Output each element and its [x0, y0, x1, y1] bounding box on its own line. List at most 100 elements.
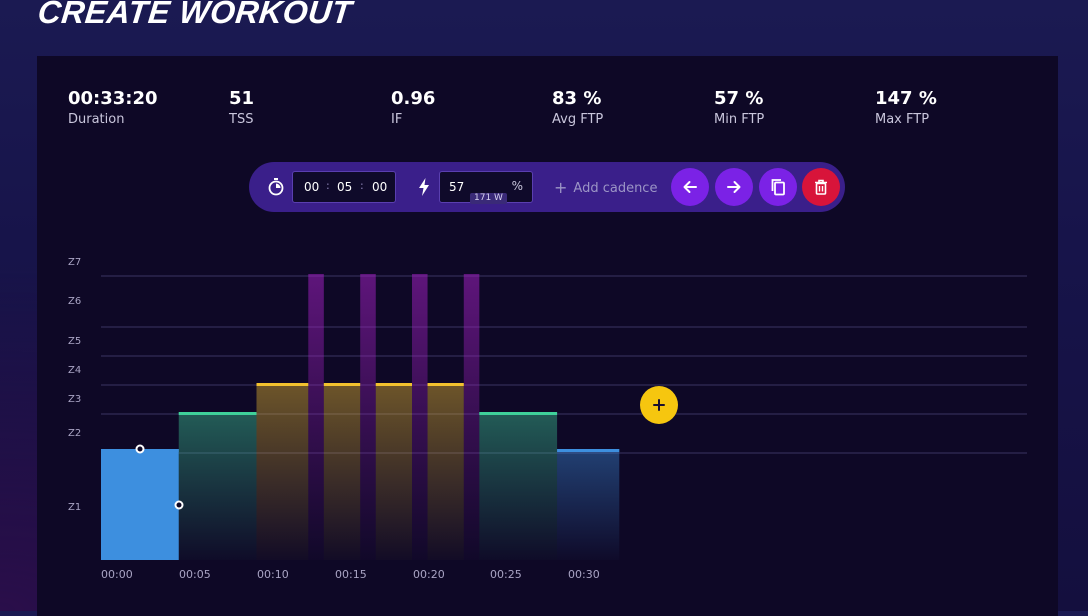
block-fill	[464, 274, 480, 560]
block-gradient	[427, 383, 464, 560]
time-label: 00:00	[101, 568, 133, 581]
drag-handle[interactable]	[174, 500, 184, 510]
stat-label: IF	[391, 112, 403, 127]
page-title: CREATE WORKOUT	[36, 0, 354, 30]
workout-block-8[interactable]	[412, 274, 428, 560]
stat-label: Max FTP	[875, 112, 930, 127]
time-label: 00:10	[257, 568, 289, 581]
block-gradient	[375, 383, 412, 560]
block-fill	[101, 449, 179, 560]
stat-value: 0.96	[391, 88, 436, 109]
block-gradient	[412, 274, 428, 560]
workout-block-11[interactable]	[479, 412, 558, 560]
workout-block-12[interactable]	[557, 449, 620, 560]
drag-handle[interactable]	[135, 444, 145, 454]
lightning-icon	[414, 177, 434, 197]
zone-label-z3: Z3	[68, 394, 82, 405]
stat-avg-ftp: 83 % Avg FTP	[552, 88, 603, 129]
workout-block-7[interactable]	[375, 383, 412, 560]
stat-label: TSS	[229, 112, 254, 127]
workout-block-3[interactable]	[256, 383, 309, 560]
copy-icon	[771, 179, 785, 196]
workout-block-4[interactable]	[308, 274, 324, 560]
workout-block-5[interactable]	[323, 383, 361, 560]
trash-icon	[815, 179, 827, 195]
duration-hours[interactable]: 00	[304, 180, 320, 194]
workout-block-2[interactable]	[178, 412, 257, 560]
workout-block-6[interactable]	[360, 274, 376, 560]
block-fill	[179, 412, 257, 560]
copy-block-button[interactable]	[759, 168, 797, 206]
block-fill	[308, 274, 324, 560]
block-gradient	[360, 274, 376, 560]
block-gradient	[463, 274, 480, 560]
next-block-button[interactable]	[715, 168, 753, 206]
workout-block-10[interactable]	[463, 274, 480, 560]
workout-block-9[interactable]	[427, 383, 464, 560]
power-value[interactable]: 57	[449, 180, 465, 194]
plus-icon: +	[554, 178, 568, 197]
duration-seconds[interactable]: 00	[372, 180, 388, 194]
time-label: 00:30	[568, 568, 600, 581]
stat-label: Avg FTP	[552, 112, 604, 127]
stat-value: 147 %	[875, 88, 937, 109]
duration-minutes[interactable]: 05	[337, 180, 353, 194]
workout-blocks	[101, 274, 1027, 560]
add-block-button[interactable]	[640, 386, 678, 424]
zone-label-z2: Z2	[68, 428, 82, 439]
zone-label-z1: Z1	[68, 502, 82, 513]
add-cadence-label: Add cadence	[573, 181, 658, 196]
block-top-edge	[256, 383, 309, 386]
plus-icon	[653, 399, 665, 411]
selected-block-handles	[135, 444, 184, 510]
stat-duration: 00:33:20 Duration	[68, 88, 158, 129]
block-toolbar: 00 : 05 : 00 57 % 171 W + Add cadence	[249, 162, 845, 212]
time-label: 00:15	[335, 568, 367, 581]
stat-max-ftp: 147 % Max FTP	[875, 88, 937, 129]
zone-label-z5: Z5	[68, 336, 82, 347]
block-fill	[479, 412, 557, 560]
arrow-right-icon	[727, 181, 741, 193]
block-fill	[360, 274, 376, 560]
previous-block-button[interactable]	[671, 168, 709, 206]
block-gradient	[308, 274, 324, 560]
stat-value: 51	[229, 88, 255, 109]
duration-input[interactable]: 00 : 05 : 00	[292, 171, 396, 203]
block-top-edge	[375, 383, 412, 386]
block-gradient	[557, 449, 620, 560]
workout-block-1[interactable]	[101, 449, 179, 560]
block-gradient	[323, 383, 361, 560]
time-label: 00:25	[490, 568, 522, 581]
stat-tss: 51 TSS	[229, 88, 254, 129]
duration-separator: :	[360, 179, 364, 192]
power-unit: %	[511, 179, 523, 193]
stat-label: Min FTP	[714, 112, 765, 127]
block-gradient	[479, 412, 558, 560]
zone-label-z4: Z4	[68, 365, 82, 376]
block-fill	[376, 383, 412, 560]
duration-separator: :	[326, 179, 330, 192]
zone-label-z7: Z7	[68, 257, 82, 268]
time-label: 00:20	[413, 568, 445, 581]
stopwatch-icon	[266, 177, 286, 197]
stat-if: 0.96 IF	[391, 88, 435, 129]
stat-value: 83 %	[552, 88, 602, 109]
block-top-edge	[479, 412, 558, 415]
block-gradient	[178, 412, 257, 560]
block-gradient	[256, 383, 309, 560]
delete-block-button[interactable]	[802, 168, 840, 206]
stat-value: 57 %	[714, 88, 764, 109]
stat-value: 00:33:20	[68, 88, 158, 109]
block-fill	[324, 383, 360, 560]
block-top-edge	[427, 383, 464, 386]
stat-label: Duration	[68, 112, 125, 127]
block-top-edge	[557, 449, 620, 452]
block-top-edge	[178, 412, 257, 415]
block-fill	[412, 274, 428, 560]
power-input[interactable]: 57 % 171 W	[439, 171, 533, 204]
workout-chart: Z7 Z6 Z5 Z4 Z3 Z2 Z1 00:00 00:05 00:10 0…	[37, 56, 1058, 616]
add-cadence-button[interactable]: + Add cadence	[554, 178, 657, 197]
stat-min-ftp: 57 % Min FTP	[714, 88, 764, 129]
watts-badge: 171 W	[470, 193, 507, 204]
block-fill	[557, 449, 619, 560]
